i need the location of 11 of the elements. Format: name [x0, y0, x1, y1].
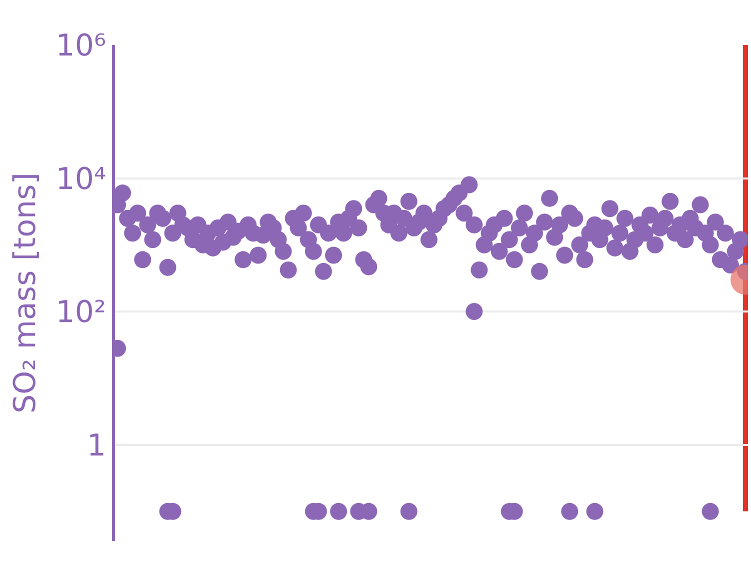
point [466, 303, 483, 320]
point [330, 502, 348, 520]
y-axis-title: SO₂ mass [tons] [8, 172, 43, 414]
point [561, 502, 578, 520]
y-tick-label: 10⁴ [56, 162, 106, 197]
y-tick-label: 10⁶ [56, 28, 106, 64]
point [400, 502, 418, 520]
point [702, 502, 719, 520]
point [586, 502, 604, 520]
y-tick-label: 1 [86, 428, 106, 464]
y-tick-label: 10² [56, 295, 106, 330]
